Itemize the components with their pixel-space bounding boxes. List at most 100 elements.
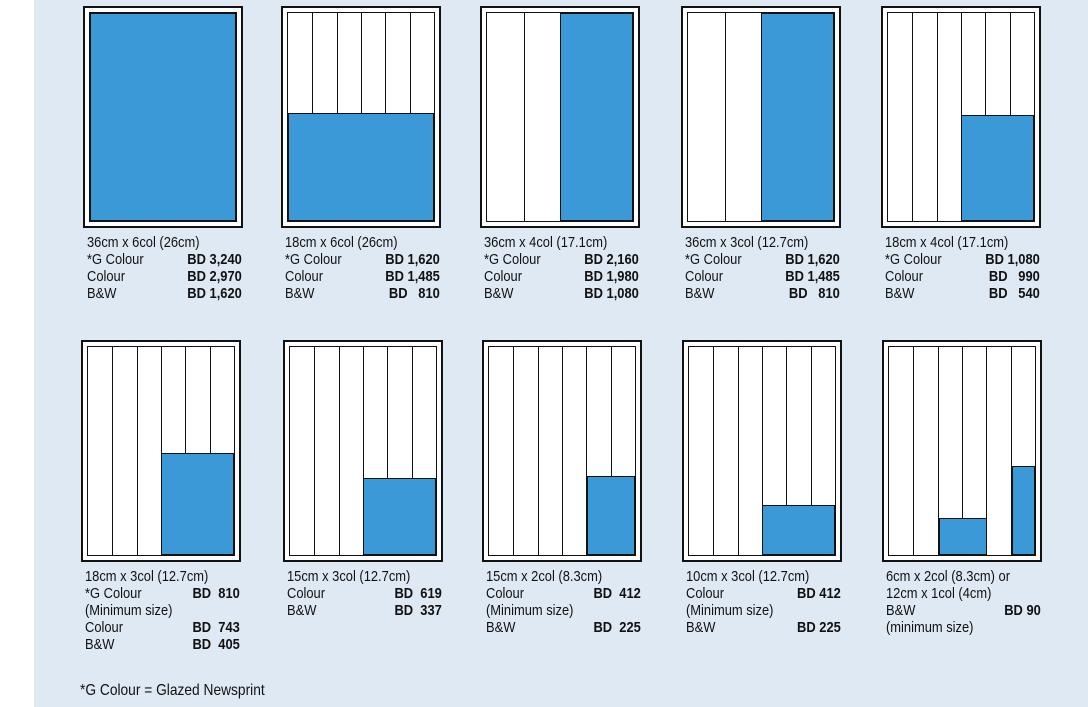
newspaper-page-diagram [281,6,441,228]
column-divider [611,347,612,555]
page-print-area [89,12,237,222]
price-row: Colour BD 1,485 [285,268,440,285]
price-value: BD 1,080 [584,285,639,302]
ad-size-card: 36cm x 4col (17.1cm) *G Colour BD 2,160 Col… [480,6,640,324]
column-divider [938,347,939,555]
column-divider [412,347,413,555]
ad-size-card: 36cm x 6col (26cm) *G Colour BD 3,240 Colou… [83,6,243,324]
footnote: *G Colour = Glazed Newsprint [80,682,265,699]
price-type: B&W [85,636,115,653]
ad-size-card: 18cm x 6col (26cm) *G Colour BD 1,620 Colou… [281,6,441,324]
ad-area [161,453,234,555]
page-print-area [488,346,636,556]
price-type: Colour [685,268,724,285]
price-value: BD 337 [394,602,442,619]
column-divider [538,347,539,555]
ad-area [90,13,236,221]
ad-dimensions: 18cm x 3col (12.7cm) [85,568,209,585]
ad-dimensions: 36cm x 4col (17.1cm) [484,234,608,251]
ad-size-label: 36cm x 3col (12.7cm) *G Colour BD 1,620 Col… [685,234,840,302]
page-print-area [688,346,836,556]
price-type: (Minimum size) [85,602,173,619]
price-type: B&W [484,285,514,302]
price-row: B&W BD 1,080 [484,285,639,302]
price-row: Colour BD 1,980 [484,268,639,285]
price-type: (Minimum size) [486,602,574,619]
price-row: B&W BD 540 [885,285,1040,302]
column-divider [339,347,340,555]
price-type: *G Colour [484,251,541,268]
ad-size-card: 36cm x 3col (12.7cm) *G Colour BD 1,620 Col… [681,6,841,324]
price-row: B&W BD 405 [85,636,240,653]
page-print-area [287,12,435,222]
price-type: B&W [87,285,117,302]
column-divider [1011,347,1012,555]
ad-dimensions: 15cm x 2col (8.3cm) [486,568,603,585]
price-row: 12cm x 1col (4cm) [886,585,1041,602]
ad-area [288,113,434,221]
price-type: (minimum size) [886,619,974,636]
price-row: Colour BD 619 [287,585,442,602]
price-value: BD 619 [394,585,442,602]
price-row: *G Colour BD 2,160 [484,251,639,268]
column-divider [185,347,186,555]
price-type: B&W [287,602,317,619]
price-value: BD 1,620 [785,251,840,268]
column-divider [937,13,938,221]
price-type: (Minimum size) [686,602,774,619]
column-divider [912,13,913,221]
price-value: BD 540 [988,285,1040,302]
column-divider [811,347,812,555]
ad-area [587,476,635,555]
price-row: Colour BD 1,485 [685,268,840,285]
price-value: BD 1,620 [187,285,242,302]
newspaper-page-diagram [482,340,642,562]
page-print-area [289,346,437,556]
ad-size-label: 18cm x 4col (17.1cm) *G Colour BD 1,080 Col… [885,234,1040,302]
ad-area [939,518,987,555]
column-divider [112,347,113,555]
price-value: BD 1,980 [584,268,639,285]
price-value: BD 810 [388,285,440,302]
column-divider [562,347,563,555]
ad-dimensions: 15cm x 3col (12.7cm) [287,568,411,585]
page-print-area [888,346,1036,556]
ad-size-card: 15cm x 3col (12.7cm) Colour BD 619 B&W BD 33… [283,340,443,658]
price-value: BD 1,485 [785,268,840,285]
page-print-area [87,346,235,556]
ad-dimensions: 6cm x 2col (8.3cm) or [886,568,1011,585]
ad-size-label: 36cm x 6col (26cm) *G Colour BD 3,240 Colou… [87,234,242,302]
price-value: BD 90 [1004,602,1041,619]
ad-size-label: 6cm x 2col (8.3cm) or 12cm x 1col (4cm) B&… [886,568,1041,636]
column-divider [210,347,211,555]
price-row: (Minimum size) [85,602,240,619]
column-divider [986,347,987,555]
price-row: B&W BD 225 [486,619,641,636]
ad-area [560,13,633,221]
price-value: BD 810 [788,285,840,302]
column-divider [762,347,763,555]
page-print-area [687,12,835,222]
ad-area [762,505,835,555]
ad-area [363,478,436,555]
ad-dimensions: 36cm x 6col (26cm) [87,234,200,251]
ad-size-label: 18cm x 3col (12.7cm) *G Colour BD 810 (Mini… [85,568,240,653]
column-divider [513,347,514,555]
newspaper-page-diagram [480,6,640,228]
price-value: BD 225 [797,619,841,636]
column-divider [387,347,388,555]
price-value: BD 743 [192,619,240,636]
column-divider [137,347,138,555]
ad-dimensions: 18cm x 4col (17.1cm) [885,234,1009,251]
price-value: BD 225 [593,619,641,636]
price-type: Colour [285,268,324,285]
price-row: B&W BD 337 [287,602,442,619]
price-type: B&W [685,285,715,302]
price-type: B&W [285,285,315,302]
newspaper-page-diagram [681,6,841,228]
price-type: Colour [87,268,126,285]
price-row: *G Colour BD 1,620 [685,251,840,268]
ad-dimensions: 10cm x 3col (12.7cm) [686,568,810,585]
price-type: *G Colour [85,585,142,602]
column-divider [913,347,914,555]
